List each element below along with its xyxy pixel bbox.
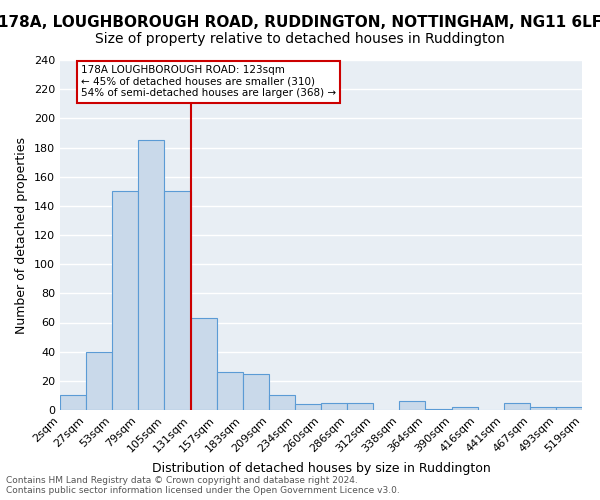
Bar — [242, 374, 269, 410]
X-axis label: Distribution of detached houses by size in Ruddington: Distribution of detached houses by size … — [152, 462, 490, 475]
Bar — [217, 372, 243, 410]
Bar — [269, 396, 295, 410]
Bar — [556, 407, 582, 410]
Bar — [347, 402, 373, 410]
Y-axis label: Number of detached properties: Number of detached properties — [16, 136, 28, 334]
Bar — [112, 192, 139, 410]
Bar — [191, 318, 217, 410]
Bar — [60, 396, 86, 410]
Bar — [504, 402, 530, 410]
Bar — [139, 140, 164, 410]
Bar — [321, 402, 347, 410]
Bar — [530, 407, 556, 410]
Bar — [425, 408, 452, 410]
Bar — [400, 401, 425, 410]
Text: Contains HM Land Registry data © Crown copyright and database right 2024.
Contai: Contains HM Land Registry data © Crown c… — [6, 476, 400, 495]
Text: 178A LOUGHBOROUGH ROAD: 123sqm
← 45% of detached houses are smaller (310)
54% of: 178A LOUGHBOROUGH ROAD: 123sqm ← 45% of … — [81, 66, 336, 98]
Bar — [295, 404, 321, 410]
Bar — [452, 407, 478, 410]
Bar — [86, 352, 112, 410]
Bar — [164, 192, 191, 410]
Text: Size of property relative to detached houses in Ruddington: Size of property relative to detached ho… — [95, 32, 505, 46]
Text: 178A, LOUGHBOROUGH ROAD, RUDDINGTON, NOTTINGHAM, NG11 6LF: 178A, LOUGHBOROUGH ROAD, RUDDINGTON, NOT… — [0, 15, 600, 30]
